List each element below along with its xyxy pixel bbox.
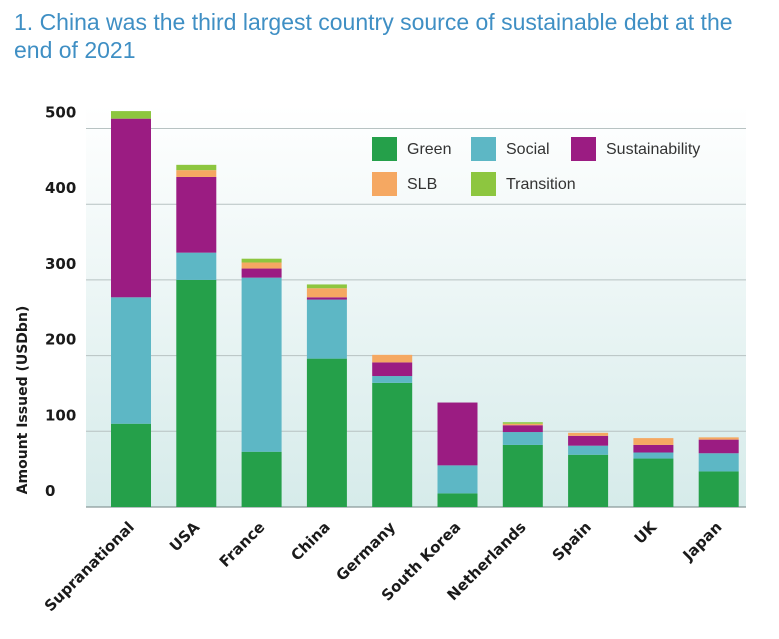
legend-label-social: Social xyxy=(506,141,550,158)
bar-segment-slb xyxy=(241,262,282,269)
bar-segment-slb xyxy=(306,288,347,298)
bar-segment-green xyxy=(241,451,282,507)
bar-segment-slb xyxy=(633,438,674,445)
y-tick-label: 0 xyxy=(45,482,55,500)
bar-segment-sustainability xyxy=(633,444,674,453)
bar-segment-social xyxy=(437,465,478,494)
bar-segment-sustainability xyxy=(698,439,739,454)
legend-label-green: Green xyxy=(407,141,451,158)
bar-segment-social xyxy=(568,445,609,455)
legend-swatch-green xyxy=(372,137,397,161)
x-tick-label: Spain xyxy=(549,518,595,564)
bar-segment-sustainability xyxy=(568,435,609,446)
bar-segment-sustainability xyxy=(306,297,347,300)
bar-segment-slb xyxy=(568,432,609,436)
bar-segment-green xyxy=(306,358,347,507)
bar-segment-green xyxy=(372,382,413,507)
legend-swatch-slb xyxy=(372,172,397,196)
bar-segment-sustainability xyxy=(241,268,282,278)
bar-segment-transition xyxy=(502,422,543,424)
bar-segment-social xyxy=(502,432,543,445)
bar-segment-social xyxy=(372,376,413,383)
bars xyxy=(111,111,739,507)
chart-title: 1. China was the third largest country s… xyxy=(14,9,733,63)
bar-segment-sustainability xyxy=(437,402,478,466)
bar-segment-transition xyxy=(306,284,347,289)
y-tick-label: 300 xyxy=(45,255,76,273)
bar-segment-slb xyxy=(698,437,739,440)
legend-swatch-social xyxy=(471,137,496,161)
bar-segment-transition xyxy=(241,258,282,263)
x-tick-label: France xyxy=(216,518,269,571)
bar-segment-social xyxy=(111,297,151,424)
y-tick-label: 500 xyxy=(45,104,76,122)
bar-segment-green xyxy=(111,423,151,507)
x-tick-label: China xyxy=(287,518,333,564)
bar-segment-slb xyxy=(502,423,543,426)
x-tick-label: Supranational xyxy=(41,518,138,615)
bar-segment-transition xyxy=(176,164,217,171)
x-tick-label: UK xyxy=(631,517,662,548)
bar-segment-green xyxy=(176,279,217,507)
x-tick-label: Japan xyxy=(679,518,726,565)
x-tick-label: USA xyxy=(166,518,203,555)
bar-segment-social xyxy=(698,453,739,472)
bar-segment-social xyxy=(306,299,347,359)
y-tick-label: 400 xyxy=(45,179,76,197)
legend-label-transition: Transition xyxy=(506,176,576,193)
bar-segment-green xyxy=(568,454,609,507)
bar-segment-slb xyxy=(372,354,413,363)
legend-label-slb: SLB xyxy=(407,176,437,193)
bar-segment-sustainability xyxy=(111,118,151,298)
bar-segment-green xyxy=(502,444,543,507)
legend-swatch-transition xyxy=(471,172,496,196)
bar-segment-slb xyxy=(176,170,217,177)
bar-segment-social xyxy=(241,277,282,452)
bar-segment-green xyxy=(698,471,739,507)
legend-label-sustainability: Sustainability xyxy=(606,141,700,158)
bar-segment-sustainability xyxy=(502,425,543,433)
bar-segment-social xyxy=(633,452,674,459)
x-tick-label: Germany xyxy=(332,518,399,585)
x-axis-ticks: Supranational USA France ChinaGermanySouth … xyxy=(41,517,726,615)
bar-segment-sustainability xyxy=(176,176,217,253)
y-tick-label: 200 xyxy=(45,331,76,349)
y-axis-label: Amount Issued (USDbn) xyxy=(15,306,31,495)
bar-segment-green xyxy=(633,458,674,507)
y-axis-ticks: 0 100 200 300 400 500 xyxy=(45,104,76,501)
bar-segment-green xyxy=(437,493,478,507)
legend: Green Social Sustainability SLB Transition xyxy=(372,137,700,196)
bar-segment-social xyxy=(176,252,217,280)
legend-swatch-sustainability xyxy=(571,137,596,161)
bar-segment-transition xyxy=(111,111,151,119)
bar-segment-sustainability xyxy=(372,362,413,377)
y-tick-label: 100 xyxy=(45,406,76,424)
